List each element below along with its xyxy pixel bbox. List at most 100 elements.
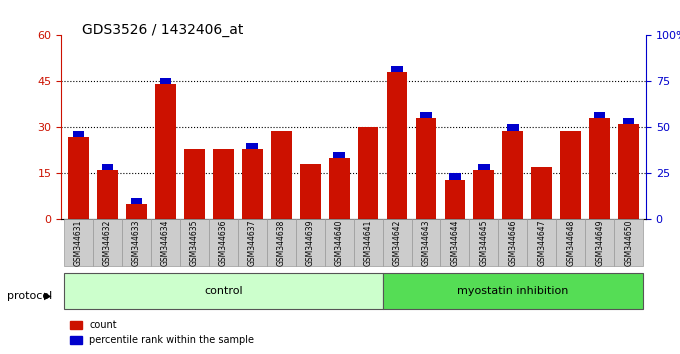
Bar [184,149,205,219]
Text: GSM344650: GSM344650 [624,219,633,266]
Bar [246,143,258,149]
FancyBboxPatch shape [238,219,267,266]
FancyBboxPatch shape [64,219,93,266]
Bar [594,112,605,118]
Bar [614,35,643,219]
Bar [503,131,523,219]
Bar [531,167,552,219]
FancyBboxPatch shape [324,219,354,266]
Bar [328,158,350,219]
Bar [387,72,407,219]
Bar [64,35,93,219]
FancyBboxPatch shape [64,273,383,309]
Bar [73,131,84,137]
Text: GSM344647: GSM344647 [537,219,546,266]
Text: GSM344649: GSM344649 [595,219,604,266]
Bar [623,118,634,124]
Bar [441,35,469,219]
Bar [209,35,238,219]
Bar [300,164,320,219]
Bar [296,35,324,219]
Bar [527,35,556,219]
FancyBboxPatch shape [354,219,383,266]
Text: GSM344648: GSM344648 [566,219,575,266]
Bar [415,118,437,219]
Text: GSM344646: GSM344646 [509,219,517,266]
Text: GDS3526 / 1432406_at: GDS3526 / 1432406_at [82,23,243,37]
Bar [333,152,345,158]
Bar [358,127,379,219]
Bar [122,35,151,219]
Text: GSM344644: GSM344644 [450,219,460,266]
FancyBboxPatch shape [267,219,296,266]
Bar [151,35,180,219]
FancyBboxPatch shape [122,219,151,266]
Bar [160,78,171,85]
Bar [267,35,296,219]
FancyBboxPatch shape [585,219,614,266]
Bar [102,164,114,170]
Text: GSM344643: GSM344643 [422,219,430,266]
FancyBboxPatch shape [614,219,643,266]
Bar [585,35,614,219]
Bar [155,85,176,219]
FancyBboxPatch shape [151,219,180,266]
Bar [498,35,527,219]
Bar [97,170,118,219]
Text: GSM344639: GSM344639 [306,219,315,266]
Text: GSM344645: GSM344645 [479,219,488,266]
Bar [420,112,432,118]
FancyBboxPatch shape [527,219,556,266]
Text: GSM344637: GSM344637 [248,219,257,266]
Text: GSM344634: GSM344634 [161,219,170,266]
Bar [180,35,209,219]
Bar [242,149,262,219]
FancyBboxPatch shape [469,219,498,266]
Text: GSM344636: GSM344636 [219,219,228,266]
Bar [590,118,610,219]
Bar [445,179,465,219]
Bar [131,198,142,204]
FancyBboxPatch shape [498,219,527,266]
Text: GSM344632: GSM344632 [103,219,112,266]
Bar [478,164,490,170]
Text: ▶: ▶ [44,291,52,301]
Bar [68,137,89,219]
FancyBboxPatch shape [383,219,411,266]
Text: myostatin inhibition: myostatin inhibition [457,286,568,296]
Bar [560,131,581,219]
Bar [93,35,122,219]
Text: GSM344642: GSM344642 [392,219,401,266]
Bar [354,35,383,219]
FancyBboxPatch shape [180,219,209,266]
FancyBboxPatch shape [296,219,324,266]
Bar [271,131,292,219]
Text: control: control [204,286,243,296]
Bar [469,35,498,219]
Bar [391,66,403,72]
Text: GSM344633: GSM344633 [132,219,141,266]
Text: GSM344631: GSM344631 [74,219,83,266]
FancyBboxPatch shape [209,219,238,266]
Text: GSM344641: GSM344641 [364,219,373,266]
Text: GSM344638: GSM344638 [277,219,286,266]
Legend: count, percentile rank within the sample: count, percentile rank within the sample [66,316,258,349]
Bar [449,173,461,179]
Text: GSM344635: GSM344635 [190,219,199,266]
Text: GSM344640: GSM344640 [335,219,343,266]
Bar [238,35,267,219]
Bar [411,35,441,219]
Bar [556,35,585,219]
FancyBboxPatch shape [556,219,585,266]
Bar [507,124,519,131]
Bar [126,204,147,219]
FancyBboxPatch shape [383,273,643,309]
Bar [213,149,234,219]
Text: protocol: protocol [7,291,52,301]
Bar [618,124,639,219]
Bar [473,170,494,219]
Bar [324,35,354,219]
FancyBboxPatch shape [93,219,122,266]
FancyBboxPatch shape [441,219,469,266]
Bar [383,35,411,219]
